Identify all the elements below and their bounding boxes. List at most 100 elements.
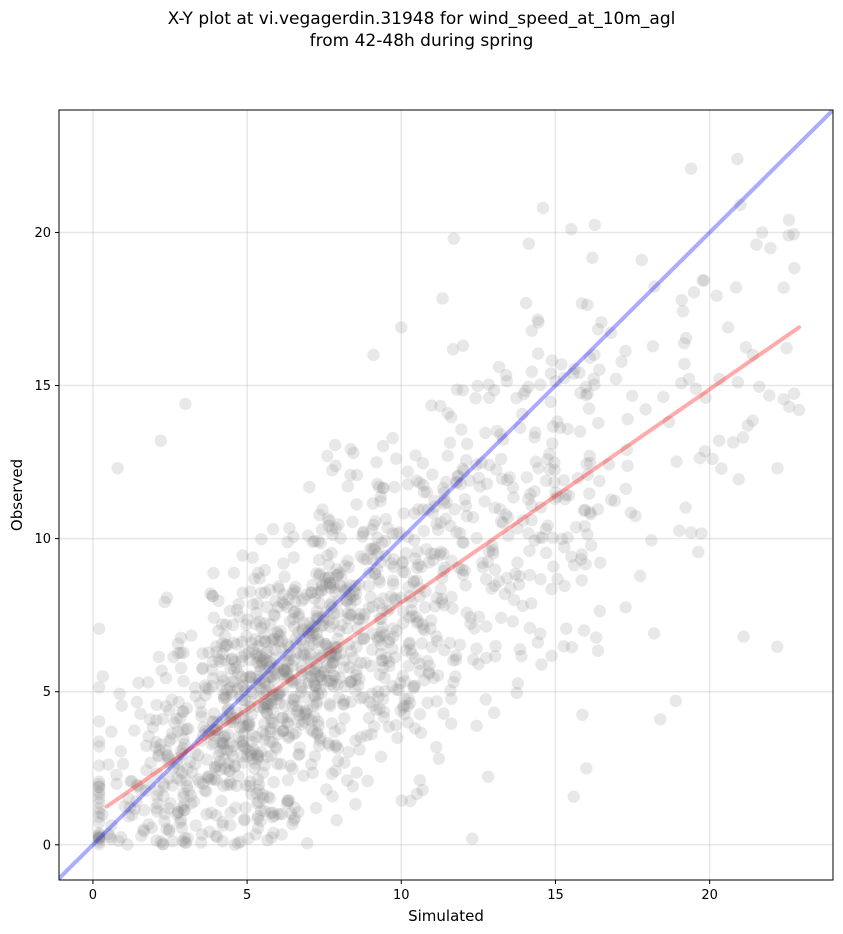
data-point (247, 742, 260, 756)
data-point (207, 729, 220, 742)
data-point (306, 626, 319, 640)
data-point (295, 664, 309, 678)
data-point (540, 546, 553, 560)
data-point (357, 525, 370, 538)
data-point (325, 523, 339, 536)
data-point (339, 559, 352, 572)
data-point (311, 726, 324, 739)
data-point (157, 789, 170, 803)
data-point (609, 372, 623, 386)
data-point (286, 587, 299, 600)
data-point (223, 737, 237, 750)
data-point (489, 639, 502, 653)
data-point (377, 711, 391, 724)
data-point (369, 541, 382, 554)
data-point (282, 794, 296, 807)
data-point (228, 675, 241, 688)
data-point (315, 674, 328, 687)
data-point (321, 674, 334, 687)
data-point (306, 766, 319, 779)
data-point (167, 650, 180, 664)
data-point (330, 641, 343, 655)
data-point (390, 624, 404, 637)
data-point (175, 766, 189, 779)
data-point (305, 714, 318, 727)
data-point (407, 681, 420, 694)
data-point (171, 637, 185, 650)
data-point (490, 424, 504, 438)
data-point (92, 715, 106, 728)
data-point (177, 723, 190, 737)
data-point (152, 784, 165, 798)
data-point (260, 750, 274, 764)
data-point (389, 719, 402, 732)
data-point (364, 542, 377, 555)
data-point (244, 746, 258, 759)
data-point (250, 606, 263, 620)
data-point (428, 500, 441, 513)
data-point (222, 702, 235, 715)
data-point (507, 593, 521, 607)
data-point (418, 674, 431, 687)
data-point (289, 580, 302, 594)
data-point (272, 634, 285, 648)
y-axis-label: Observed (8, 459, 26, 531)
data-point (288, 694, 301, 707)
data-point (332, 594, 345, 608)
data-point (699, 391, 712, 404)
data-point (269, 667, 282, 680)
data-point (689, 382, 703, 395)
data-point (150, 714, 163, 727)
data-point (352, 679, 365, 692)
data-point (583, 449, 596, 463)
data-point (341, 480, 355, 493)
data-point (787, 228, 800, 241)
data-point (290, 646, 304, 659)
data-point (449, 649, 463, 662)
data-point (96, 670, 110, 683)
x-tick-label: 20 (701, 888, 718, 903)
data-point (431, 634, 444, 648)
data-point (223, 681, 237, 694)
data-point (341, 554, 354, 567)
data-point (224, 778, 238, 791)
data-point (262, 696, 275, 710)
regression-line (104, 325, 802, 809)
data-point (139, 784, 153, 797)
data-point (281, 662, 294, 675)
data-point (437, 564, 450, 578)
data-point (576, 708, 589, 721)
data-point (281, 797, 294, 810)
data-point (251, 750, 264, 763)
data-point (305, 723, 318, 736)
data-point (203, 825, 216, 838)
data-point (430, 740, 443, 754)
data-point (446, 602, 459, 615)
data-point (450, 383, 464, 396)
data-point (482, 378, 495, 391)
data-point (447, 654, 460, 667)
data-point (243, 718, 256, 731)
data-point (249, 618, 263, 631)
data-point (223, 604, 237, 618)
data-point (252, 778, 266, 791)
data-point (230, 706, 243, 719)
data-point (252, 651, 265, 665)
data-point (472, 657, 485, 671)
data-point (440, 496, 453, 509)
data-point (251, 597, 264, 610)
data-point (293, 709, 306, 722)
data-point (258, 586, 272, 599)
data-point (386, 527, 399, 540)
data-point (306, 725, 320, 738)
data-point (159, 671, 173, 685)
data-point (407, 576, 420, 589)
data-point (166, 779, 179, 792)
data-point (522, 380, 535, 393)
data-point (771, 640, 784, 653)
data-point (218, 653, 231, 667)
data-point (434, 399, 447, 413)
data-point (357, 631, 371, 645)
data-point (390, 683, 403, 696)
data-point (302, 652, 315, 665)
